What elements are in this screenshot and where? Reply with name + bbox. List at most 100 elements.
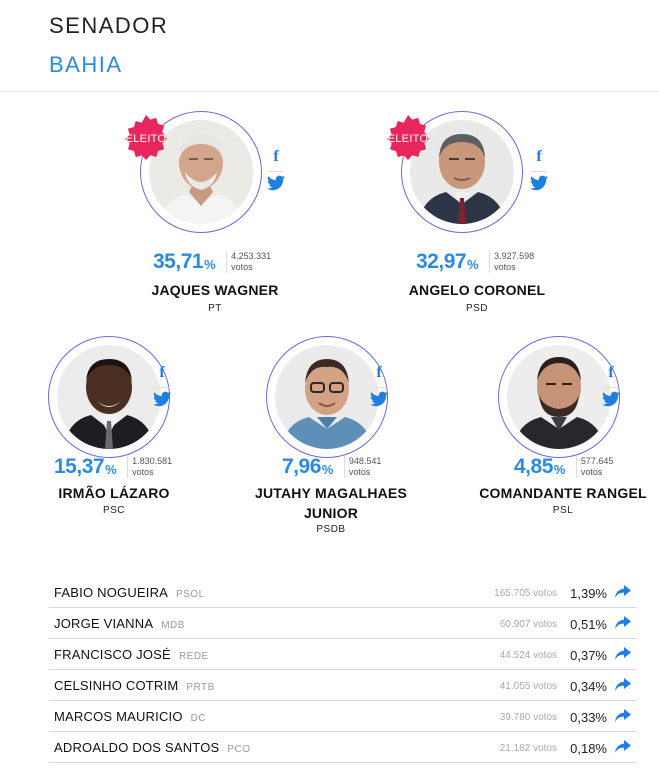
list-item-percentage: 0,51% [570,617,607,632]
list-item-percentage: 0,34% [570,679,607,694]
social-links: f [600,362,622,411]
share-icon[interactable] [615,585,631,599]
vote-result: 4,85% 577.645 votos [514,455,613,479]
list-item-percentage: 0,33% [570,710,607,725]
list-item[interactable]: MARCOS MAURICIO DC 39.780 votos 0,33% [49,701,637,732]
vote-percentage: 35,71 [153,250,204,273]
list-item-votes: 41.055 votos [499,681,557,692]
vote-result: 15,37% 1.830.581 votos [54,455,172,479]
share-icon[interactable] [615,740,631,754]
vote-count-label: votos [580,467,603,477]
candidate-party: PSD [465,303,489,314]
candidate-photo-ring[interactable] [48,336,170,458]
candidate-name[interactable]: ANGELO CORONEL [408,282,546,298]
vote-count-number: 4.253.331 [231,251,272,261]
other-candidates-list: FABIO NOGUEIRA PSOL 165.705 votos 1,39% J… [49,577,637,763]
vote-percentage: 4,85 [514,455,553,478]
twitter-icon[interactable] [368,391,390,411]
candidate-photo [410,120,514,224]
vote-count: 948.541 votos [343,456,382,478]
facebook-icon[interactable]: f [159,364,165,381]
list-item[interactable]: FABIO NOGUEIRA PSOL 165.705 votos 1,39% [49,577,637,608]
vote-count-label: votos [494,262,516,272]
percent-symbol: % [204,257,216,272]
page-header: SENADOR BAHIA [0,0,659,92]
candidate-party: PSL [552,505,574,516]
twitter-icon[interactable] [151,391,173,411]
candidate-name[interactable]: COMANDANTE RANGEL [479,485,647,501]
facebook-icon[interactable]: f [376,364,382,381]
vote-count: 1.830.581 votos [127,456,172,478]
candidate-photo [57,345,161,449]
elected-badge: ELEITO [121,114,171,164]
page-title: SENADOR [49,13,169,38]
list-item-name: MARCOS MAURICIO [54,709,183,724]
candidate-name[interactable]: JUTAHY MAGALHAES JUNIOR [231,483,431,523]
candidate-photo-ring[interactable] [266,336,388,458]
vote-count-number: 1.830.581 [132,456,173,466]
vote-percentage: 7,96 [282,455,321,478]
share-icon[interactable] [615,647,631,661]
list-item[interactable]: ADROALDO DOS SANTOS PCO 21.182 votos 0,18… [49,732,637,763]
facebook-icon[interactable]: f [273,148,279,165]
vote-percentage: 32,97 [416,250,467,273]
social-links: f [265,146,287,195]
list-item-votes: 21.182 votos [499,743,557,754]
percent-symbol: % [553,462,566,477]
share-icon[interactable] [615,678,631,692]
list-item-party: DC [190,713,207,724]
candidate-party: PT [208,303,222,314]
candidate-party: PSDB [316,524,346,535]
vote-result: 7,96% 948.541 votos [282,455,381,479]
list-item-name: CELSINHO COTRIM [54,678,179,693]
facebook-icon[interactable]: f [536,148,542,165]
vote-percentage: 15,37 [54,455,105,478]
divider [268,171,284,172]
state-subtitle: BAHIA [49,52,123,77]
twitter-icon[interactable] [265,175,287,195]
list-item-votes: 44.524 votos [499,650,557,661]
list-item-party: PSOL [176,589,205,600]
vote-result: 32,97% 3.927.598 votos [416,250,534,274]
percent-symbol: % [467,257,479,272]
list-item-percentage: 0,37% [570,648,607,663]
social-links: f [368,362,390,411]
list-item-votes: 60.907 votos [499,619,557,630]
list-item-name: FABIO NOGUEIRA [54,585,169,600]
list-item-party: PRTB [186,682,215,693]
elected-badge-label: ELEITO [125,133,167,145]
vote-count-number: 948.541 [348,456,382,466]
list-item-votes: 39.780 votos [499,712,557,723]
social-links: f [528,146,550,195]
vote-result: 35,71% 4.253.331 votos [153,250,271,274]
twitter-icon[interactable] [600,391,622,411]
candidate-photo [507,345,611,449]
candidate-photo-ring[interactable] [498,336,620,458]
twitter-icon[interactable] [528,175,550,195]
candidate-photo-ring[interactable] [140,111,262,233]
vote-count: 3.927.598 votos [489,251,534,273]
list-item-percentage: 0,18% [570,741,607,756]
divider [154,387,170,388]
facebook-icon[interactable]: f [608,364,614,381]
share-icon[interactable] [615,616,631,630]
vote-count: 577.645 votos [575,456,613,478]
candidate-name[interactable]: IRMÃO LÁZARO [58,485,170,501]
candidate-party: PSC [102,505,126,516]
vote-count: 4.253.331 votos [226,251,271,273]
list-item-name: JORGE VIANNA [54,616,154,631]
candidate-name-line: JUNIOR [303,505,359,521]
list-item[interactable]: CELSINHO COTRIM PRTB 41.055 votos 0,34% [49,670,637,701]
divider [603,387,619,388]
list-item[interactable]: FRANCISCO JOSÉ REDE 44.524 votos 0,37% [49,639,637,670]
list-item[interactable]: JORGE VIANNA MDB 60.907 votos 0,51% [49,608,637,639]
list-item-name: FRANCISCO JOSÉ [54,647,171,662]
list-item-party: PCO [227,744,251,755]
candidate-name[interactable]: JAQUES WAGNER [151,282,279,298]
elected-badge: ELEITO [383,114,433,164]
candidate-photo [149,120,253,224]
candidate-photo [275,345,379,449]
share-icon[interactable] [615,709,631,723]
vote-count-label: votos [231,262,253,272]
candidate-name-line: JUTAHY MAGALHAES [254,485,408,501]
